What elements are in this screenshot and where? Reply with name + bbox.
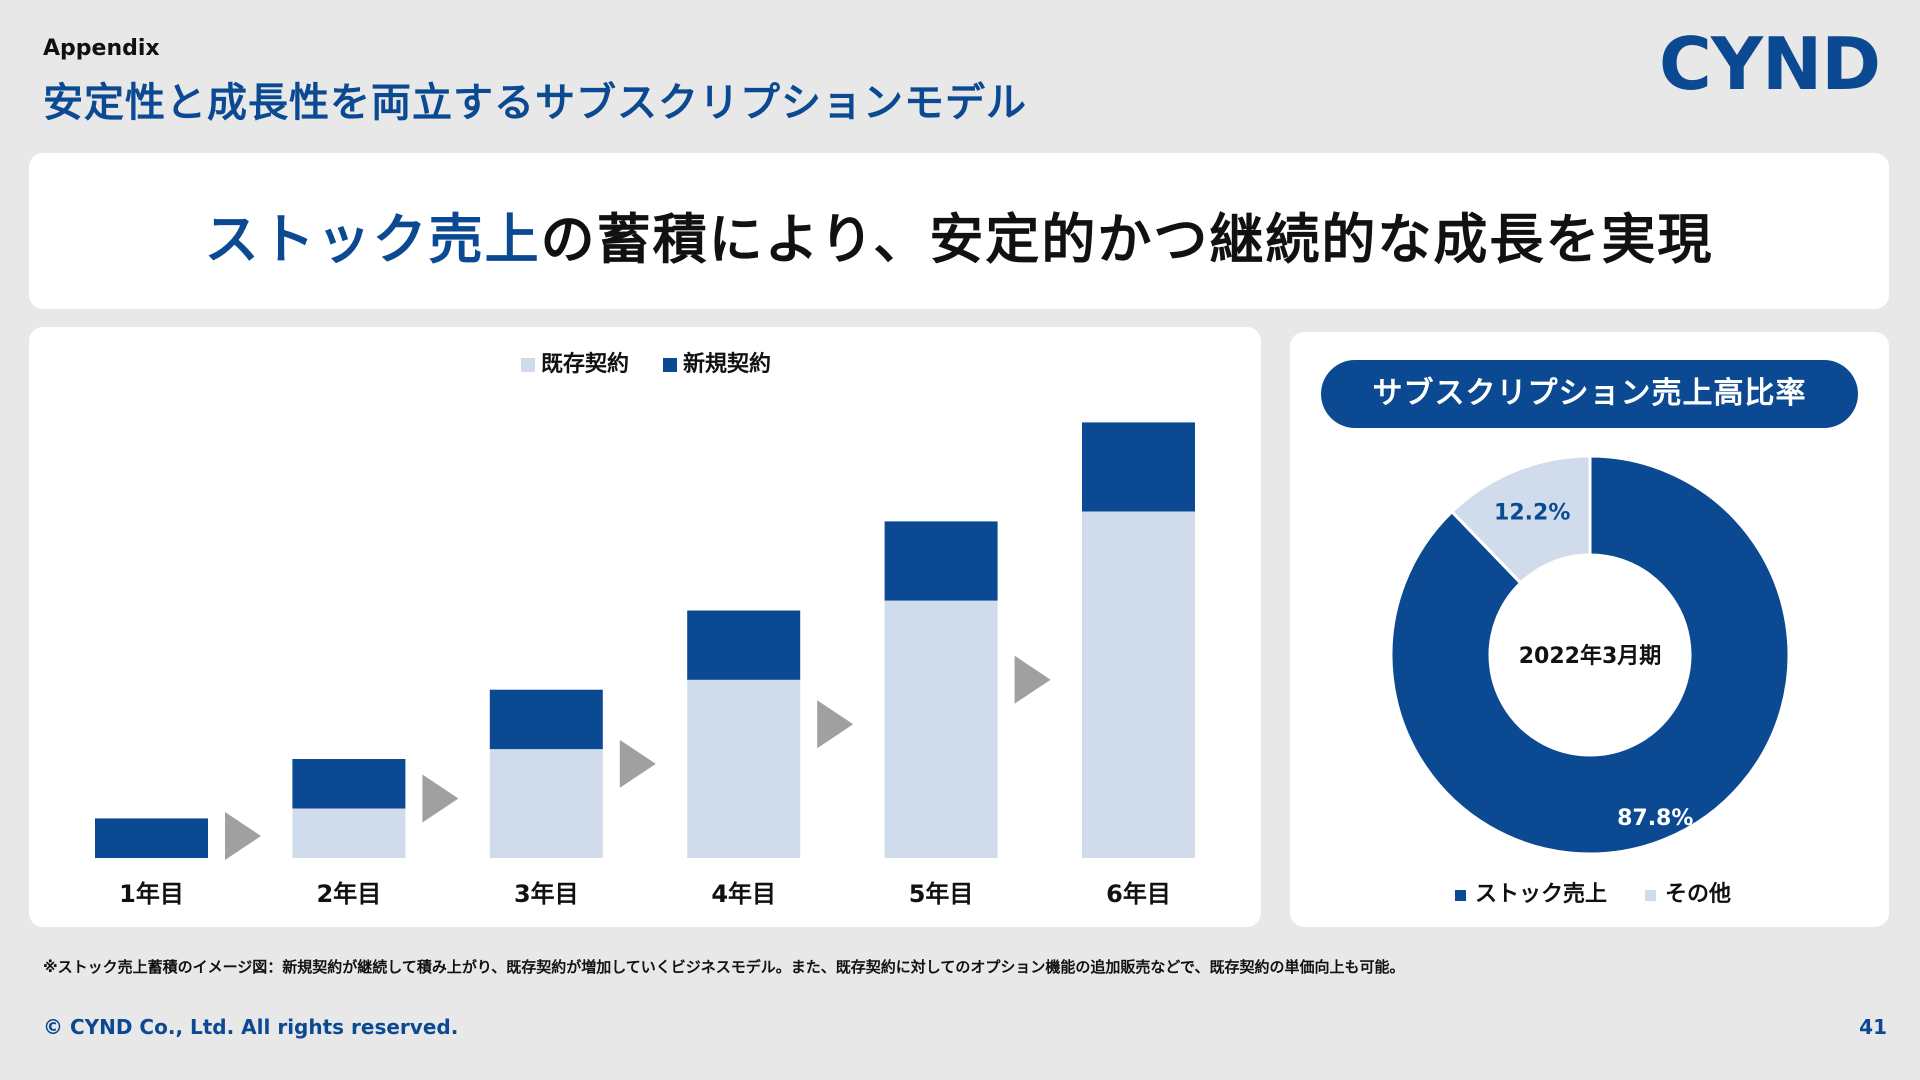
growth-arrow-2 bbox=[619, 739, 656, 788]
donut-value-label-0: 87.8% bbox=[1617, 806, 1693, 831]
stacked-bar-chart: 既存契約 新規契約 1年目 2年目 3年目 4年目 5年目 6年目 bbox=[95, 351, 1195, 908]
legend-swatch-1 bbox=[663, 358, 677, 372]
x-tick-label-5: 6年目 bbox=[1106, 880, 1171, 908]
growth-arrow-0 bbox=[225, 812, 261, 860]
headline: ストック売上の蓄積により、安定的かつ継続的な成長を実現 bbox=[29, 195, 1889, 274]
bar-0-5 bbox=[1082, 511, 1195, 858]
headline-highlight: ストック売上 bbox=[204, 208, 541, 271]
bar-1-1 bbox=[292, 759, 406, 809]
legend-label-0: 既存契約 bbox=[541, 351, 629, 377]
cynd-logo: CYND bbox=[1659, 22, 1881, 106]
bar-1-2 bbox=[489, 689, 603, 750]
donut-legend-label-0: ストック売上 bbox=[1475, 881, 1607, 907]
footnote: ※ストック売上蓄積のイメージ図：新規契約が継続して積み上がり、既存契約が増加して… bbox=[43, 958, 1405, 976]
x-tick-label-4: 5年目 bbox=[909, 880, 974, 908]
x-tick-label-3: 4年目 bbox=[711, 880, 776, 908]
donut-chart-panel: サブスクリプション売上高比率 87.8% 12.2% 2022年3月期ストック売上 そ… bbox=[1290, 332, 1889, 927]
x-tick-label-0: 1年目 bbox=[119, 880, 184, 908]
page-number: 41 bbox=[1859, 1015, 1887, 1039]
donut-slice-0 bbox=[1389, 454, 1791, 856]
growth-arrow-1 bbox=[422, 774, 459, 823]
bar-1-0 bbox=[95, 818, 208, 858]
legend-label-1: 新規契約 bbox=[683, 351, 771, 377]
donut-chart-title: サブスクリプション売上高比率 bbox=[1321, 360, 1858, 428]
stacked-bar-chart-panel: 既存契約 新規契約 1年目 2年目 3年目 4年目 5年目 6年目 bbox=[29, 327, 1261, 927]
growth-arrow-4 bbox=[1014, 655, 1051, 704]
donut-center-label: 2022年3月期 bbox=[1519, 643, 1662, 669]
headline-banner: ストック売上の蓄積により、安定的かつ継続的な成長を実現 bbox=[29, 153, 1889, 309]
bar-0-1 bbox=[292, 808, 406, 858]
legend-swatch-0 bbox=[521, 358, 535, 372]
headline-rest: の蓄積により、安定的かつ継続的な成長を実現 bbox=[540, 208, 1714, 271]
donut-value-label-1: 12.2% bbox=[1494, 501, 1570, 526]
bar-0-2 bbox=[489, 749, 603, 858]
donut-legend-swatch-0 bbox=[1455, 890, 1466, 901]
x-tick-label-2: 3年目 bbox=[514, 880, 579, 908]
page-title: 安定性と成長性を両立するサブスクリプションモデル bbox=[43, 80, 1027, 126]
bar-1-4 bbox=[884, 521, 998, 601]
donut-slice-1 bbox=[1449, 454, 1592, 586]
bar-1-3 bbox=[687, 610, 801, 680]
donut-legend-swatch-1 bbox=[1645, 890, 1656, 901]
copyright: © CYND Co., Ltd. All rights reserved. bbox=[43, 1015, 459, 1039]
appendix-label: Appendix bbox=[43, 36, 160, 61]
bar-0-4 bbox=[884, 600, 998, 858]
bar-1-5 bbox=[1082, 422, 1195, 512]
x-tick-label-1: 2年目 bbox=[317, 880, 382, 908]
bar-0-3 bbox=[687, 679, 801, 858]
donut-legend-label-1: その他 bbox=[1665, 882, 1731, 907]
growth-arrow-3 bbox=[817, 700, 854, 749]
